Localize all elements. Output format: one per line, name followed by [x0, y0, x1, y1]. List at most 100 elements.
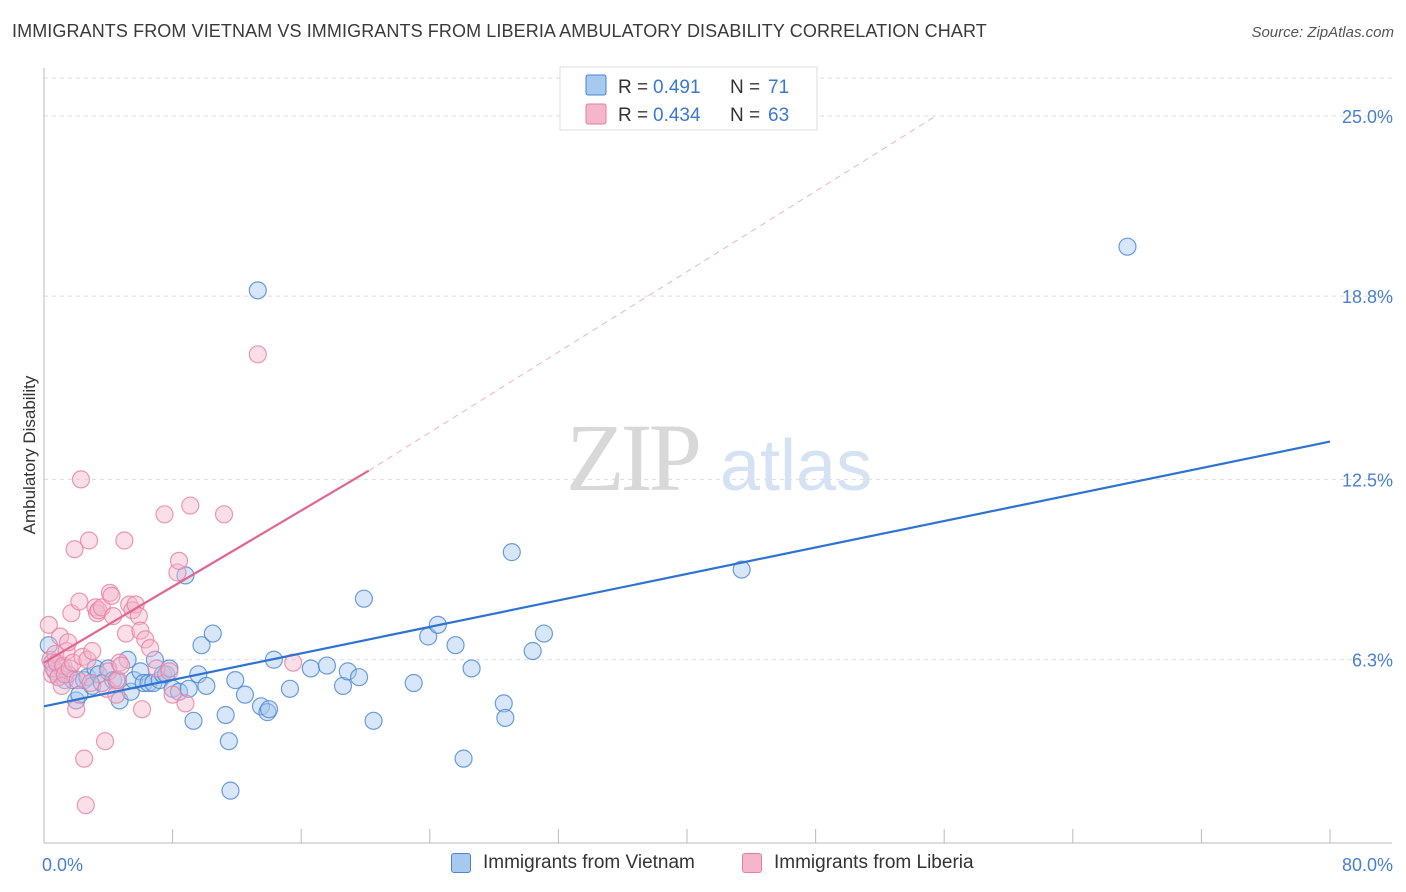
- vietnam-point-49[interactable]: [259, 700, 279, 719]
- liberia-point-17[interactable]: [67, 700, 86, 719]
- watermark-atlas: atlas: [720, 426, 872, 506]
- liberia-point-20[interactable]: [71, 470, 91, 489]
- liberia-points: [39, 345, 303, 815]
- vietnam-point-54[interactable]: [333, 676, 353, 696]
- legend-top: R = 0.491 N = 71 R = 0.434 N = 63: [559, 66, 818, 131]
- legend-r-value-liberia: 0.434: [653, 105, 701, 126]
- liberia-point-24[interactable]: [79, 531, 99, 550]
- vietnam-point-64[interactable]: [462, 659, 481, 678]
- vietnam-point-57[interactable]: [354, 589, 373, 608]
- vietnam-point-62[interactable]: [446, 636, 465, 655]
- liberia-point-55[interactable]: [168, 563, 187, 582]
- legend-n-label-vietnam: N =: [730, 77, 760, 98]
- vietnam-point-46[interactable]: [248, 281, 267, 300]
- liberia-point-58[interactable]: [181, 496, 200, 515]
- vietnam-point-70[interactable]: [732, 560, 751, 579]
- watermark-zip: ZIP: [566, 404, 699, 511]
- vietnam-point-71[interactable]: [1118, 237, 1137, 256]
- legend-bottom-swatch-liberia: [742, 853, 762, 873]
- liberia-point-31[interactable]: [95, 732, 115, 751]
- vietnam-point-66[interactable]: [496, 708, 515, 728]
- liberia-trend-extension: [368, 115, 937, 472]
- legend-bottom-item-vietnam[interactable]: Immigrants from Vietnam: [451, 852, 695, 874]
- vietnam-point-44[interactable]: [226, 671, 245, 690]
- liberia-point-23[interactable]: [78, 650, 97, 669]
- y-axis-label: Ambulatory Disability: [20, 375, 39, 534]
- legend-n-label-liberia: N =: [730, 105, 760, 126]
- legend-r-label-liberia: R =: [618, 105, 648, 126]
- liberia-point-47[interactable]: [131, 621, 150, 640]
- trend-lines: [43, 115, 1331, 708]
- liberia-point-56[interactable]: [169, 551, 189, 570]
- vietnam-point-38[interactable]: [192, 636, 211, 655]
- vietnam-point-52[interactable]: [301, 659, 320, 678]
- liberia-point-52[interactable]: [155, 505, 174, 524]
- liberia-point-8[interactable]: [52, 676, 71, 696]
- vietnam-point-36[interactable]: [184, 711, 203, 730]
- vietnam-point-55[interactable]: [338, 662, 357, 681]
- legend-n-value-vietnam: 71: [768, 77, 789, 98]
- chart-title: IMMIGRANTS FROM VIETNAM VS IMMIGRANTS FR…: [12, 21, 987, 41]
- liberia-point-19[interactable]: [70, 592, 89, 611]
- vietnam-point-59[interactable]: [404, 673, 423, 693]
- vietnam-point-51[interactable]: [280, 679, 300, 698]
- legend-bottom-label-liberia: Immigrants from Liberia: [774, 852, 974, 873]
- vietnam-point-42[interactable]: [219, 732, 238, 751]
- liberia-point-35[interactable]: [102, 586, 121, 605]
- vietnam-point-58[interactable]: [364, 711, 383, 730]
- vietnam-point-63[interactable]: [454, 749, 473, 768]
- y-tick-label-2: 18.8%: [1342, 287, 1393, 307]
- liberia-point-26[interactable]: [83, 641, 102, 661]
- legend-bottom-label-vietnam: Immigrants from Vietnam: [483, 852, 695, 873]
- legend-bottom: Immigrants from Vietnam Immigrants from …: [0, 852, 1406, 878]
- y-tick-label-1: 12.5%: [1342, 470, 1393, 490]
- liberia-point-40[interactable]: [112, 656, 131, 675]
- liberia-point-59[interactable]: [214, 505, 234, 524]
- vietnam-point-67[interactable]: [502, 543, 521, 562]
- y-tick-labels: 6.3% 12.5% 18.8% 25.0%: [1342, 107, 1393, 671]
- legend-n-value-liberia: 63: [768, 105, 789, 126]
- vietnam-point-40[interactable]: [203, 624, 222, 643]
- legend-r-label-vietnam: R =: [618, 77, 648, 98]
- x-tick-labels: 0.0% 80.0%: [42, 855, 1393, 875]
- liberia-point-39[interactable]: [110, 653, 129, 672]
- vietnam-point-65[interactable]: [494, 694, 513, 713]
- liberia-point-0[interactable]: [39, 615, 58, 634]
- liberia-trend-line: [43, 469, 370, 664]
- vietnam-point-48[interactable]: [258, 703, 277, 722]
- liberia-point-41[interactable]: [115, 531, 134, 550]
- liberia-point-48[interactable]: [132, 700, 152, 719]
- vietnam-point-56[interactable]: [349, 668, 369, 687]
- liberia-point-54[interactable]: [163, 685, 182, 704]
- liberia-point-34[interactable]: [100, 583, 120, 602]
- liberia-point-21[interactable]: [73, 647, 92, 666]
- vietnam-point-68[interactable]: [523, 641, 542, 661]
- vietnam-point-39[interactable]: [197, 676, 216, 696]
- y-tick-label-0: 6.3%: [1352, 651, 1393, 671]
- liberia-point-49[interactable]: [136, 630, 155, 649]
- liberia-point-22[interactable]: [75, 749, 94, 768]
- liberia-point-60[interactable]: [248, 345, 267, 364]
- liberia-point-42[interactable]: [116, 624, 136, 643]
- liberia-point-57[interactable]: [176, 694, 195, 713]
- legend-bottom-swatch-vietnam: [451, 853, 471, 873]
- vietnam-point-43[interactable]: [221, 781, 240, 800]
- vietnam-point-41[interactable]: [216, 705, 235, 725]
- vietnam-point-69[interactable]: [534, 624, 554, 643]
- vietnam-point-53[interactable]: [317, 656, 337, 675]
- liberia-point-16[interactable]: [65, 540, 84, 559]
- legend-r-value-vietnam: 0.491: [653, 77, 701, 98]
- y-tick-label-3: 25.0%: [1342, 107, 1393, 127]
- liberia-point-15[interactable]: [63, 653, 83, 672]
- axes: [43, 68, 1392, 844]
- liberia-point-25[interactable]: [81, 673, 100, 693]
- grid-lines: [44, 77, 1392, 661]
- vietnam-point-45[interactable]: [235, 685, 255, 704]
- x-tick-label-0: 0.0%: [42, 855, 83, 875]
- liberia-point-50[interactable]: [140, 639, 160, 658]
- legend-bottom-item-liberia[interactable]: Immigrants from Liberia: [742, 852, 974, 874]
- liberia-point-62[interactable]: [76, 796, 95, 815]
- liberia-point-53[interactable]: [160, 662, 179, 681]
- vietnam-point-35[interactable]: [179, 679, 198, 698]
